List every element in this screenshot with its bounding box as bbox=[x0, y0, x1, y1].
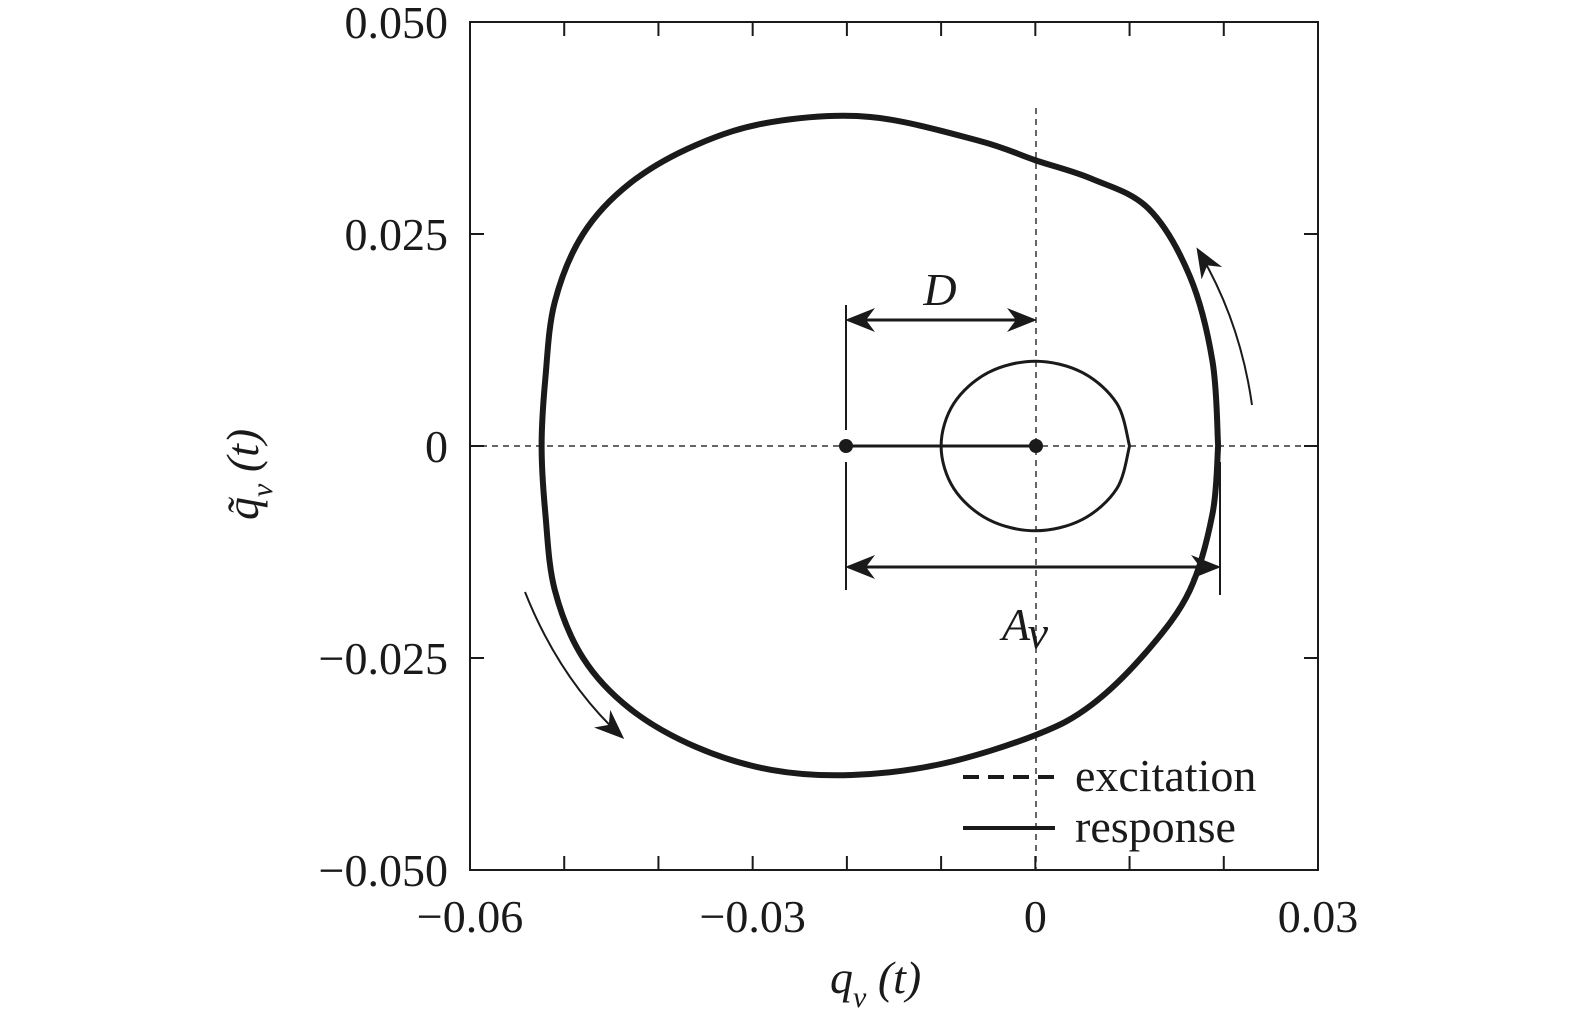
y-tick-label: −0.025 bbox=[319, 633, 448, 684]
legend-label: excitation bbox=[1075, 750, 1256, 801]
center-dot bbox=[839, 439, 853, 453]
x-label-main: q bbox=[830, 952, 853, 1003]
annotation-a: Av bbox=[999, 599, 1049, 658]
annotation-a-sub: v bbox=[1028, 607, 1049, 658]
center-dot bbox=[1029, 439, 1043, 453]
x-tick-label: 0.03 bbox=[1278, 891, 1359, 942]
x-label-tail: (t) bbox=[866, 952, 921, 1003]
y-label-sub: v bbox=[246, 483, 279, 497]
x-axis-label: qv (t) bbox=[830, 952, 921, 1014]
y-tick-label: 0.025 bbox=[345, 209, 449, 260]
y-tick-label: 0.050 bbox=[345, 0, 449, 48]
x-tick-label: −0.03 bbox=[699, 891, 805, 942]
x-tick-label: −0.06 bbox=[417, 891, 523, 942]
y-label-main: q̃ bbox=[217, 496, 268, 520]
y-axis-label: q̃v (t) bbox=[217, 429, 279, 520]
y-tick-label: 0 bbox=[425, 421, 448, 472]
annotation-a-main: A bbox=[999, 599, 1031, 650]
annotation-d: D bbox=[922, 264, 956, 315]
y-label-tail: (t) bbox=[217, 429, 268, 484]
dimension-annotations bbox=[524, 247, 1253, 740]
series-line bbox=[538, 112, 1222, 779]
legend-label: response bbox=[1075, 801, 1236, 852]
y-tick-label: −0.050 bbox=[319, 845, 448, 896]
x-label-sub: v bbox=[853, 981, 867, 1014]
rotation-arrow bbox=[1196, 247, 1253, 406]
rotation-arrow bbox=[524, 591, 625, 740]
x-tick-label: 0 bbox=[1024, 891, 1047, 942]
series-line bbox=[939, 359, 1132, 533]
